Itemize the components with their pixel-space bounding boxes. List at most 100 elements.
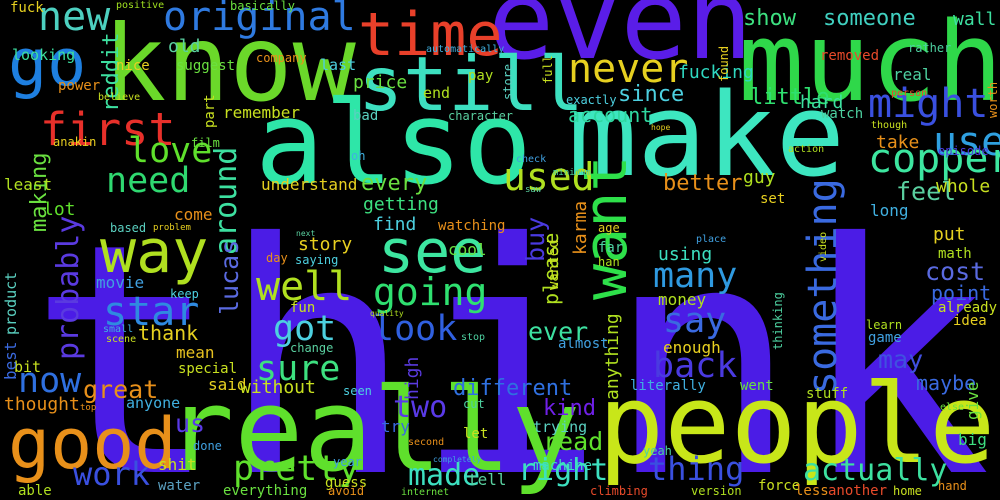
word: understand: [261, 175, 357, 194]
word: might: [868, 81, 988, 127]
word: people: [598, 360, 995, 488]
word: money: [658, 290, 707, 309]
word: going: [373, 270, 487, 314]
word: believe: [98, 92, 140, 103]
word: keep: [170, 287, 199, 301]
word: long: [870, 201, 909, 220]
word: force: [758, 478, 800, 494]
word: right: [518, 453, 608, 488]
word: feel: [896, 177, 956, 206]
word: able: [18, 483, 52, 499]
word: reddit: [99, 33, 124, 112]
word: back: [653, 346, 737, 386]
word: hard: [800, 92, 843, 113]
word: thought: [4, 394, 80, 415]
word: home: [893, 484, 922, 498]
word: place: [696, 234, 726, 245]
word: around: [209, 147, 244, 255]
word: maybe: [916, 371, 976, 395]
word: small: [103, 324, 133, 335]
word: avoid: [328, 484, 364, 498]
word: buy: [521, 217, 550, 262]
word: think: [28, 176, 991, 500]
word: film: [191, 136, 220, 150]
word: tell: [468, 470, 507, 489]
word: wall: [953, 9, 996, 30]
word: learn: [866, 318, 902, 332]
word: company: [256, 51, 307, 65]
word: fuck: [10, 0, 44, 16]
word: thing: [648, 450, 744, 488]
word: rather: [908, 41, 951, 55]
word: year: [333, 455, 362, 469]
word: read: [543, 427, 603, 456]
word: since: [618, 82, 684, 107]
word: show: [743, 6, 797, 31]
word: check: [516, 154, 546, 165]
word: lot: [43, 199, 76, 220]
word: give: [963, 381, 982, 420]
word: probably: [51, 216, 86, 361]
word: went: [740, 378, 774, 394]
word: version: [691, 484, 742, 498]
word: something: [800, 178, 846, 395]
word: removed: [820, 48, 879, 64]
word: better: [663, 171, 742, 196]
word: fun: [290, 300, 315, 316]
word: time: [358, 0, 503, 70]
word: anyone: [126, 394, 180, 412]
word: great: [83, 375, 158, 404]
word: full: [541, 55, 555, 84]
word: scene: [106, 334, 136, 345]
word: episode: [938, 144, 989, 158]
word: good: [8, 403, 177, 485]
word: cool: [448, 240, 487, 259]
word: video: [818, 232, 829, 262]
word: go: [8, 26, 86, 101]
word: worth: [986, 82, 1000, 118]
word: day: [266, 251, 288, 265]
word: thinking: [771, 292, 785, 350]
word: without: [240, 377, 316, 398]
word: person: [891, 88, 927, 99]
word: first: [40, 103, 175, 156]
word: hope: [651, 123, 670, 132]
word: little: [750, 85, 829, 110]
word: please: [539, 233, 563, 305]
word: minimum: [553, 168, 591, 178]
word: part: [202, 94, 218, 128]
word: cut: [463, 397, 485, 411]
word: anakin: [53, 135, 96, 149]
word: automatically: [426, 44, 504, 55]
word: two: [393, 390, 447, 425]
word: love: [128, 131, 212, 171]
word: movie: [96, 273, 144, 292]
word: try: [381, 417, 410, 436]
word: find: [373, 214, 416, 235]
word: now: [18, 361, 82, 401]
word: actually: [803, 453, 948, 488]
word: karma: [570, 201, 591, 255]
word: least: [4, 175, 52, 194]
word: climbing: [590, 484, 648, 498]
word: game: [868, 330, 902, 346]
word: never: [568, 46, 688, 92]
word: many: [653, 256, 737, 296]
word: copper: [868, 136, 1000, 182]
word: stop: [461, 332, 485, 343]
word: star: [103, 289, 199, 335]
word: may: [878, 345, 923, 374]
word: also: [255, 77, 532, 211]
word: make: [568, 69, 845, 203]
word: say: [663, 301, 726, 341]
word: machine: [533, 458, 592, 474]
word: enough: [663, 338, 721, 357]
word: still: [358, 40, 584, 128]
word: point: [931, 281, 991, 305]
word: less: [795, 483, 829, 499]
word: best: [1, 341, 20, 380]
word: much: [738, 0, 1000, 126]
word: kind: [543, 396, 596, 421]
word: another: [828, 483, 887, 499]
